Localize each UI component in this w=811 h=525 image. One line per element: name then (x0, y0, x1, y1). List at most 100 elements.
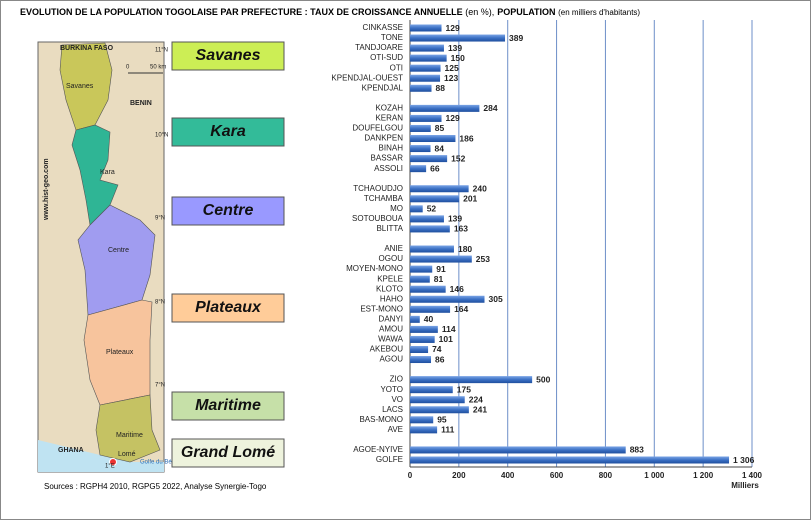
bar (410, 396, 465, 404)
y-tick-label: BAS-MONO (359, 415, 403, 424)
value-label: 152 (451, 153, 465, 163)
map-label: 11°N (155, 48, 168, 54)
x-tick-label: 1 200 (693, 471, 714, 480)
map-label: GHANA (58, 447, 84, 454)
y-tick-label: TANDJOARE (355, 43, 403, 52)
title: POPULATION (497, 7, 555, 17)
y-tick-label: DOUFELGOU (352, 124, 403, 133)
value-label: 201 (463, 194, 477, 204)
y-tick-label: AGOE-NYIVE (353, 445, 403, 454)
y-tick-label: KPENDJAL-OUEST (331, 73, 403, 82)
source: Sources : RGPH4 2010, RGPG5 2022, Analys… (44, 482, 267, 491)
map-label: 7°N (155, 383, 165, 389)
y-tick-label: KERAN (375, 114, 403, 123)
value-label: 224 (469, 394, 483, 404)
value-label: 81 (434, 274, 444, 284)
map: BURKINA FASO BENIN GHANA Savanes Kara Ce… (37, 41, 180, 473)
y-tick-label: EST-MONO (360, 304, 403, 313)
value-label: 150 (451, 53, 465, 63)
region-box (171, 293, 285, 323)
bar (410, 135, 456, 143)
y-tick-label: ASSOLI (374, 164, 403, 173)
y-tick-label: ZIO (390, 375, 403, 384)
region-label: Savanes (196, 47, 261, 64)
map-label: 8°N (155, 300, 165, 306)
y-tick-label: HAHO (380, 294, 403, 303)
y-tick-label: BASSAR (371, 154, 404, 163)
bar (410, 356, 432, 364)
region-box (171, 438, 285, 468)
y-tick-label: ANIE (384, 244, 403, 253)
title: EVOLUTION DE LA POPULATION TOGOLAISE PAR… (20, 7, 463, 17)
y-tick-label: OGOU (379, 254, 404, 263)
bar (410, 245, 454, 253)
region-box (171, 196, 285, 226)
region-label: Centre (203, 202, 254, 219)
value-label: 883 (630, 445, 644, 455)
value-label: 139 (448, 43, 462, 53)
bar (410, 104, 480, 112)
value-label: 389 (509, 33, 523, 43)
value-label: 111 (441, 425, 455, 435)
map-label: Maritime (116, 432, 143, 439)
y-tick-label: OTI-SUD (370, 53, 403, 62)
value-label: 253 (476, 254, 490, 264)
map-label: www.hist-geo.com (43, 158, 50, 221)
bar (410, 64, 441, 72)
x-tick-label: 600 (550, 471, 564, 480)
y-tick-label: TCHAMBA (364, 194, 404, 203)
value-label: 123 (444, 73, 458, 83)
bar (410, 305, 451, 313)
title-unit: (en milliers d'habitants) (558, 8, 640, 17)
y-tick-label: MO (390, 204, 403, 213)
y-tick-label: KPELE (377, 274, 403, 283)
bar (410, 406, 469, 414)
y-tick-label: LACS (382, 405, 403, 414)
map-label: BENIN (130, 100, 152, 107)
value-label: 129 (446, 23, 460, 33)
map-label: Savanes (66, 83, 94, 90)
bar (410, 446, 626, 454)
y-tick-label: BLITTA (376, 224, 403, 233)
region-label: Plateaux (195, 299, 262, 316)
value-label: 305 (489, 294, 503, 304)
value-label: 129 (446, 113, 460, 123)
y-tick-label: KLOTO (376, 284, 403, 293)
value-label: 84 (435, 143, 445, 153)
value-label: 66 (430, 163, 440, 173)
y-tick-label: BINAH (379, 144, 404, 153)
bar (410, 295, 485, 303)
bar (410, 215, 444, 223)
y-tick-label: AMOU (379, 325, 403, 334)
chart-title: EVOLUTION DE LA POPULATION TOGOLAISE PAR… (20, 7, 640, 17)
bar (410, 386, 453, 394)
x-tick-label: 400 (501, 471, 515, 480)
bar (410, 44, 444, 52)
bar (410, 265, 433, 273)
map-label: 9°N (155, 216, 165, 222)
x-tick-label: 1 000 (644, 471, 665, 480)
value-label: 146 (450, 284, 464, 294)
map-label: 1°E (105, 464, 115, 470)
y-tick-label: AGOU (379, 355, 403, 364)
value-label: 164 (454, 304, 468, 314)
value-label: 40 (424, 314, 434, 324)
map-label: Kara (100, 169, 115, 176)
bar (410, 416, 434, 424)
x-axis-label: Milliers (731, 481, 759, 490)
bar (410, 456, 730, 464)
value-label: 125 (445, 63, 459, 73)
value-label: 95 (437, 415, 447, 425)
value-label: 186 (459, 133, 473, 143)
value-label: 85 (435, 123, 445, 133)
region-label: Maritime (195, 397, 261, 414)
bar (410, 325, 438, 333)
bar (410, 426, 438, 434)
map-label: Plateaux (106, 349, 134, 356)
bar (410, 315, 420, 323)
region-box (171, 117, 285, 147)
y-tick-label: AKEBOU (370, 345, 404, 354)
bar (410, 84, 432, 92)
bar (410, 185, 469, 193)
